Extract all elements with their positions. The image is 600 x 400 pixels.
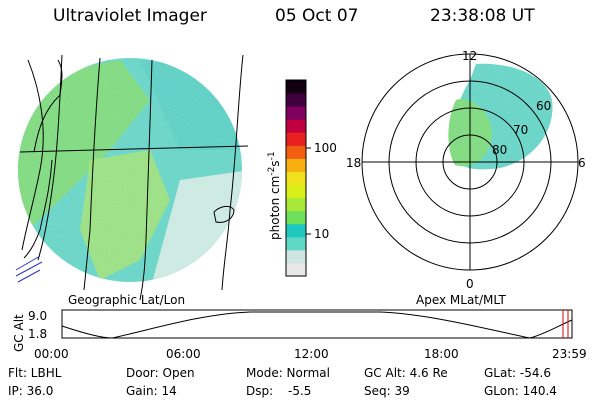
mlat-label-70: 70 [513, 123, 528, 137]
colorbar-segment [286, 80, 306, 94]
time-tick-1800: 18:00 [424, 347, 459, 361]
colorbar-segment [286, 106, 306, 120]
filter-value: Flt: LBHL [8, 366, 62, 380]
image-date: 05 Oct 07 [275, 6, 359, 26]
time-tick-0600: 06:00 [166, 347, 201, 361]
image-time: 23:38:08 UT [430, 6, 535, 26]
polar-grid [361, 53, 579, 271]
dsp-label: Dsp: [246, 384, 273, 398]
gc-alt-value: GC Alt: 4.6 Re [364, 366, 448, 380]
geographic-image [15, 54, 249, 301]
altitude-timeline: GC Alt 9.0 1.8 00:00 06:00 12:00 18:00 2… [12, 309, 587, 361]
instrument-status: Flt: LBHL Door: Open Mode: Normal GC Alt… [8, 366, 557, 398]
gain-value: Gain: 14 [126, 384, 177, 398]
colorbar-segment [286, 262, 306, 277]
mlat-label-60: 60 [536, 99, 551, 113]
mlat-label-80: 80 [492, 143, 507, 157]
time-tick-1200: 12:00 [294, 347, 329, 361]
colorbar: 100 10 photon cm-2s-1 [267, 79, 337, 277]
colorbar-tick-10: 10 [314, 227, 329, 241]
mlt-label-0: 0 [466, 277, 474, 291]
dsp-value: -5.5 [288, 384, 311, 398]
mlt-label-6: 6 [578, 156, 586, 170]
altitude-ytick-min: 1.8 [28, 327, 47, 341]
colorbar-segment [286, 210, 306, 225]
colorbar-segment [286, 184, 306, 199]
geographic-caption: Geographic Lat/Lon [68, 293, 185, 307]
colorbar-segment [286, 197, 306, 212]
colorbar-segment [286, 158, 306, 172]
mlt-label-18: 18 [346, 156, 361, 170]
glon-value: GLon: 140.4 [484, 384, 557, 398]
colorbar-gradient [286, 80, 306, 277]
geographic-grid-lines [19, 54, 249, 301]
door-value: Door: Open [126, 366, 195, 380]
colorbar-segment [286, 119, 306, 133]
coastline-marks [15, 255, 43, 283]
mlt-label-12: 12 [462, 49, 477, 63]
time-tick-2359: 23:59 [552, 347, 587, 361]
colorbar-segment [286, 132, 306, 146]
altitude-curve [61, 311, 573, 339]
image-title: Ultraviolet Imager [53, 6, 207, 26]
colorbar-segment [286, 93, 306, 107]
colorbar-segment [286, 171, 306, 186]
altitude-ylabel: GC Alt [12, 314, 26, 352]
colorbar-segment [286, 236, 306, 251]
polar-caption: Apex MLat/MLT [416, 293, 506, 307]
colorbar-segment [286, 145, 306, 159]
polar-plot: 12 18 6 0 60 70 80 [346, 49, 586, 291]
time-tick-0000: 00:00 [34, 347, 69, 361]
colorbar-tick-100: 100 [314, 141, 337, 155]
mode-value: Mode: Normal [246, 366, 330, 380]
colorbar-segment [286, 223, 306, 238]
ip-value: IP: 36.0 [8, 384, 53, 398]
seq-value: Seq: 39 [364, 384, 410, 398]
auroral-emission-left [18, 58, 242, 282]
altitude-ytick-max: 9.0 [28, 309, 47, 323]
glat-value: GLat: -54.6 [484, 366, 551, 380]
colorbar-unit-label: photon cm-2s-1 [267, 151, 282, 240]
colorbar-segment [286, 249, 306, 264]
